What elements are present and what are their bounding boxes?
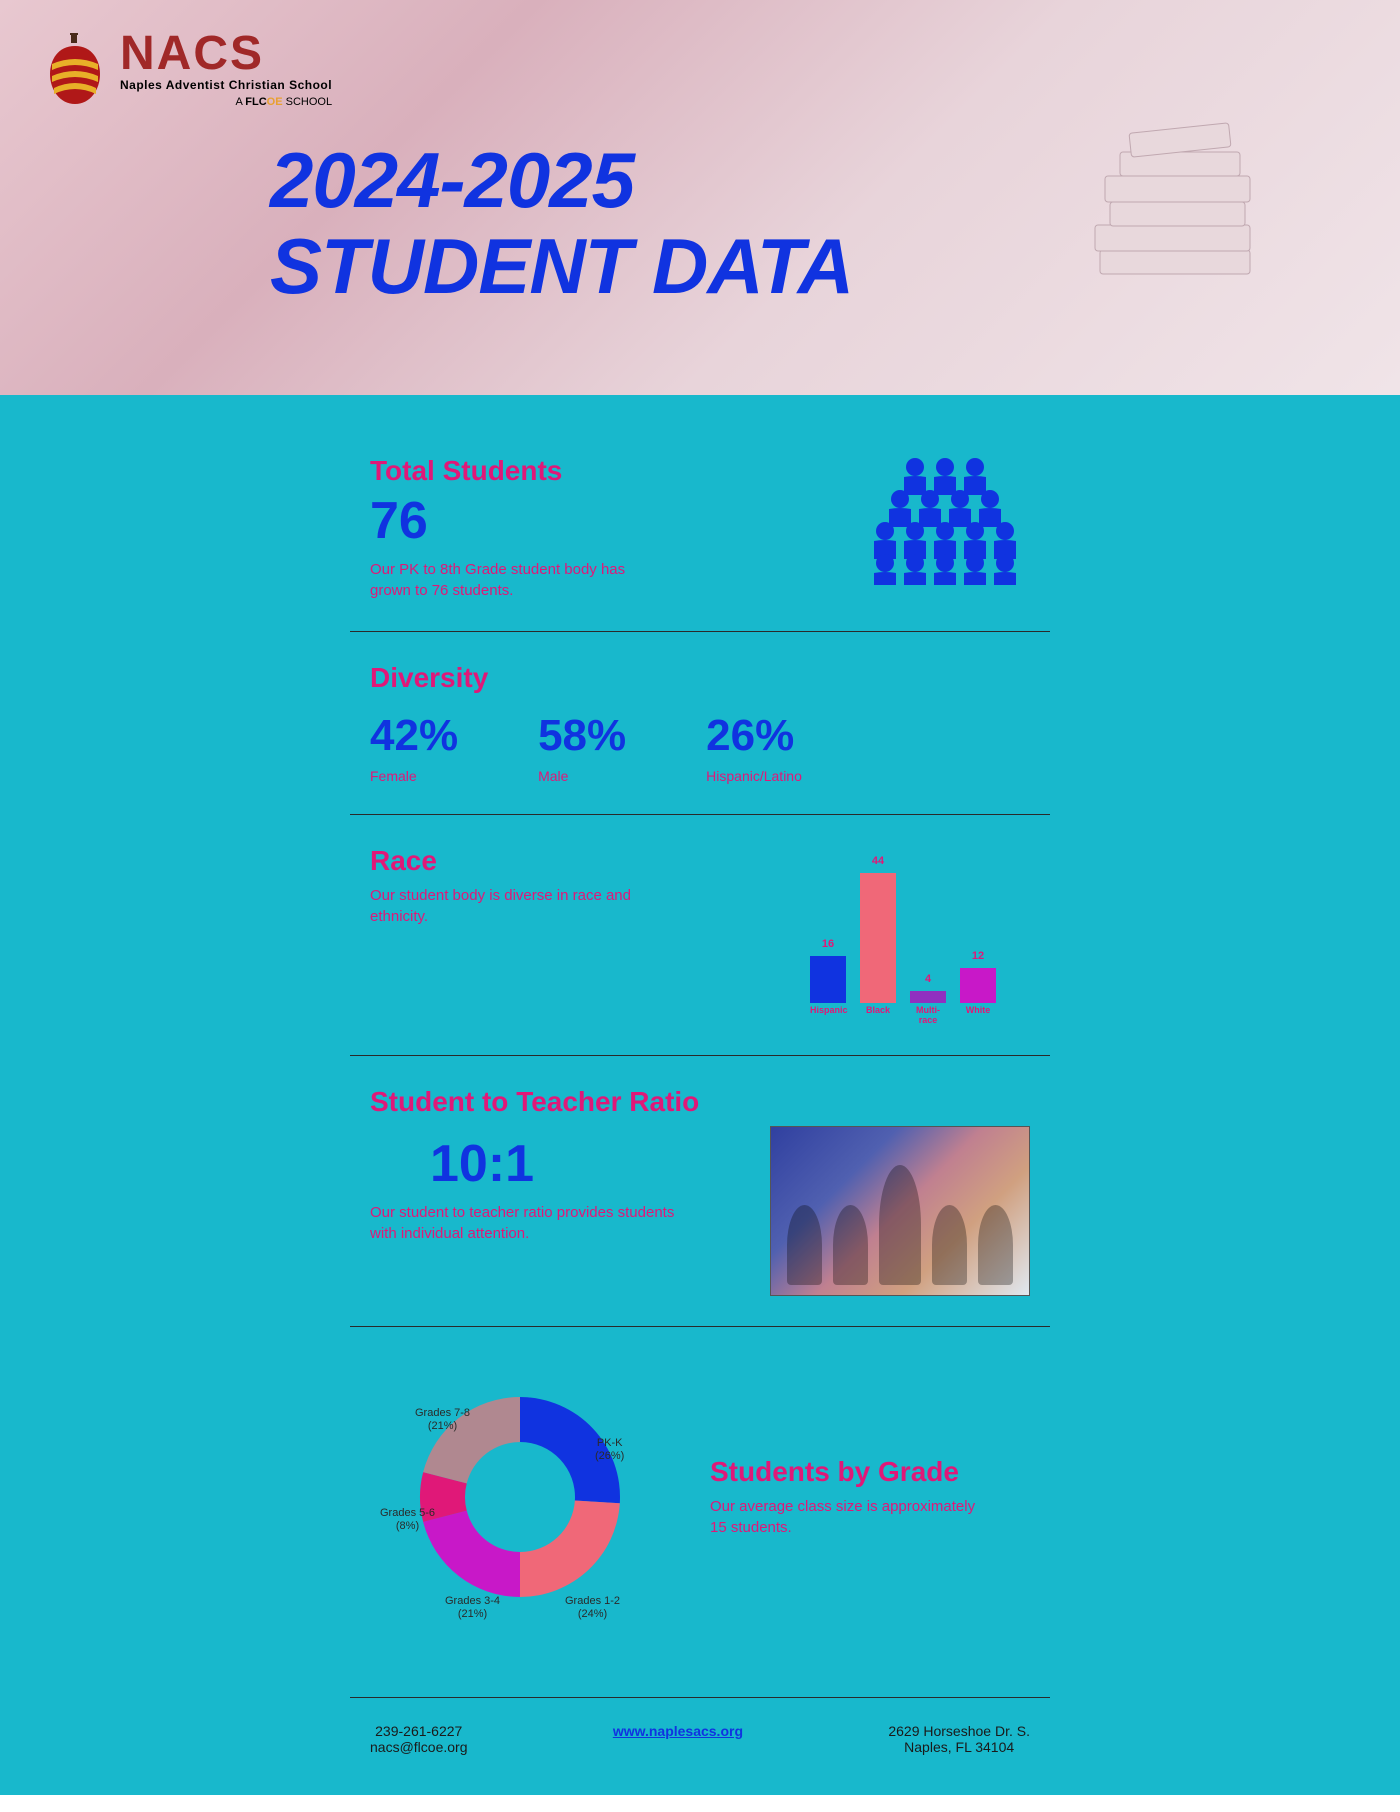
footer-contact: 239-261-6227 nacs@flcoe.org www.naplesac… [350,1697,1050,1755]
ratio-title: Student to Teacher Ratio [370,1086,1030,1118]
section-ratio: Student to Teacher Ratio 10:1 Our studen… [350,1086,1050,1327]
stat-label: Female [370,768,458,784]
total-value: 76 [370,495,650,547]
donut-slice-label: Grades 1-2(24%) [565,1595,620,1621]
classroom-photo [770,1126,1030,1296]
race-bar: 16 [810,956,846,1003]
total-title: Total Students [370,455,650,487]
bar-value: 44 [860,855,896,867]
bar-label: Black [860,1005,896,1025]
people-crowd-icon [860,455,1030,585]
diversity-title: Diversity [370,662,1030,694]
grades-title: Students by Grade [710,1456,990,1488]
footer-phone: 239-261-6227 [370,1723,467,1739]
logo-subline: A FLCOE SCHOOL [120,96,332,108]
books-illustration [1040,70,1270,300]
bar-label: White [960,1005,996,1025]
ratio-desc: Our student to teacher ratio provides st… [370,1202,690,1244]
stat-pct: 58% [538,714,626,758]
bar-value: 12 [960,950,996,962]
main-content: Total Students 76 Our PK to 8th Grade st… [0,395,1400,1795]
bar-label: Multi-race [910,1005,946,1025]
section-race: Race Our student body is diverse in race… [350,845,1050,1056]
donut-slice [520,1500,620,1597]
race-bar: 44 [860,873,896,1003]
donut-slice-label: Grades 5-6(8%) [380,1507,435,1533]
total-desc: Our PK to 8th Grade student body has gro… [370,559,650,601]
footer-address2: Naples, FL 34104 [888,1739,1030,1755]
logo-text: NACS Naples Adventist Christian School A… [120,30,332,108]
donut-slice-label: PK-K(26%) [595,1437,624,1463]
diversity-stat: 58% Male [538,714,626,784]
race-bar: 4 [910,991,946,1003]
donut-slice-label: Grades 3-4(21%) [445,1595,500,1621]
donut-slice-label: Grades 7-8(21%) [415,1407,470,1433]
bar-value: 4 [910,973,946,985]
race-bar-chart: 1644412 HispanicBlackMulti-raceWhite [810,845,1030,1025]
grades-desc: Our average class size is approximately … [710,1496,990,1538]
section-total-students: Total Students 76 Our PK to 8th Grade st… [350,455,1050,632]
diversity-stat: 26% Hispanic/Latino [706,714,802,784]
bar-value: 16 [810,938,846,950]
footer-address1: 2629 Horseshoe Dr. S. [888,1723,1030,1739]
bar-label: Hispanic [810,1005,846,1025]
stat-label: Hispanic/Latino [706,768,802,784]
logo-acronym: NACS [120,30,332,78]
stat-pct: 42% [370,714,458,758]
race-bar: 12 [960,968,996,1003]
footer-col-address: 2629 Horseshoe Dr. S. Naples, FL 34104 [888,1723,1030,1755]
donut-slice [423,1511,520,1597]
footer-website-link[interactable]: www.naplesacs.org [613,1723,743,1739]
section-grades: PK-K(26%) Grades 1-2(24%) Grades 3-4(21%) G… [350,1357,1050,1667]
stat-label: Male [538,768,626,784]
header-banner: NACS Naples Adventist Christian School A… [0,0,1400,395]
footer-email: nacs@flcoe.org [370,1739,467,1755]
logo-fullname: Naples Adventist Christian School [120,78,332,92]
section-diversity: Diversity 42% Female 58% Male 26% Hispanic/La… [350,662,1050,815]
footer-col-contact: 239-261-6227 nacs@flcoe.org [370,1723,467,1755]
stat-pct: 26% [706,714,802,758]
diversity-stat: 42% Female [370,714,458,784]
footer-col-website: www.naplesacs.org [613,1723,743,1755]
apple-icon [40,32,110,107]
grades-donut-chart: PK-K(26%) Grades 1-2(24%) Grades 3-4(21%) G… [370,1357,670,1637]
ratio-value: 10:1 [430,1138,690,1190]
race-title: Race [370,845,650,877]
race-desc: Our student body is diverse in race and … [370,885,650,927]
